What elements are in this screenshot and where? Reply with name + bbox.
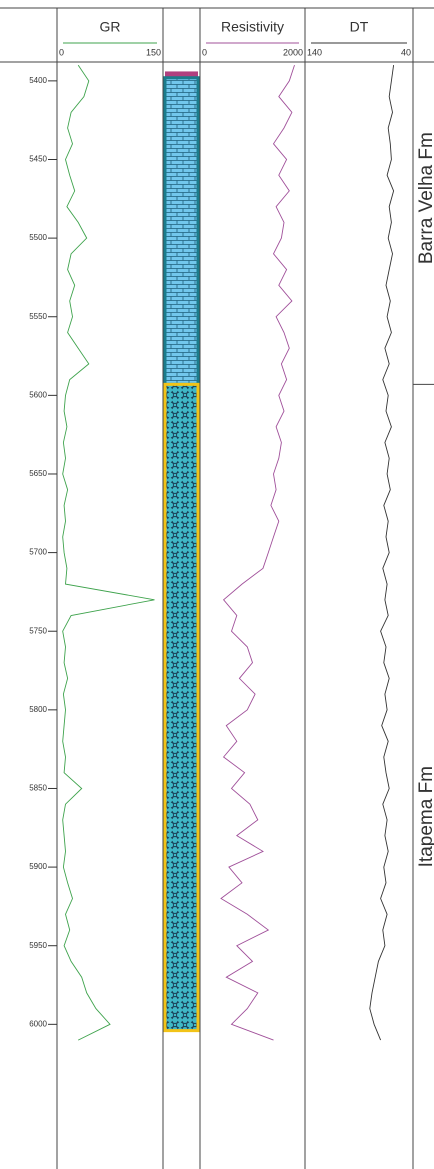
depth-tick-label: 5950 xyxy=(29,941,47,950)
track-scale-label: 2000 xyxy=(283,47,303,57)
track-name: DT xyxy=(350,19,369,35)
track-name: GR xyxy=(100,19,121,35)
lithology-pattern xyxy=(165,384,198,1031)
formation-name: Barra Velha Fm xyxy=(416,132,434,264)
log-curve xyxy=(62,64,155,1041)
depth-tick-label: 5600 xyxy=(29,390,47,399)
track-scale-label: 140 xyxy=(307,47,322,57)
depth-tick-label: 5900 xyxy=(29,862,47,871)
depth-tick-label: 5750 xyxy=(29,626,47,635)
track-scale-label: 40 xyxy=(401,47,411,57)
plot: 5400 5450 5500 5550 5600 5650 5700 5750 5800 5850… xyxy=(0,7,434,1169)
track-name: Resistivity xyxy=(221,19,284,35)
log-curve xyxy=(369,65,395,1041)
depth-tick-label: 5400 xyxy=(29,76,47,85)
plot-area xyxy=(62,64,395,1041)
depth-tick-label: 5550 xyxy=(29,312,47,321)
depth-tick-label: 5650 xyxy=(29,469,47,478)
log-curve xyxy=(220,64,295,1041)
lithology-border xyxy=(163,382,200,1033)
depth-tick-label: 5700 xyxy=(29,548,47,557)
depth-tick-label: 5500 xyxy=(29,233,47,242)
depth-tick-label: 6000 xyxy=(29,1019,47,1028)
lithology-pattern xyxy=(165,77,198,385)
depth-tick-label: 5450 xyxy=(29,155,47,164)
track-scale-label: 0 xyxy=(202,47,207,57)
depth-tick-label: 5850 xyxy=(29,784,47,793)
track-scale-label: 150 xyxy=(146,47,161,57)
lithology-fill xyxy=(165,71,198,78)
depth-tick-label: 5800 xyxy=(29,705,47,714)
formation-name: Itapema Fm xyxy=(416,766,434,867)
track-scale-label: 0 xyxy=(59,47,64,57)
